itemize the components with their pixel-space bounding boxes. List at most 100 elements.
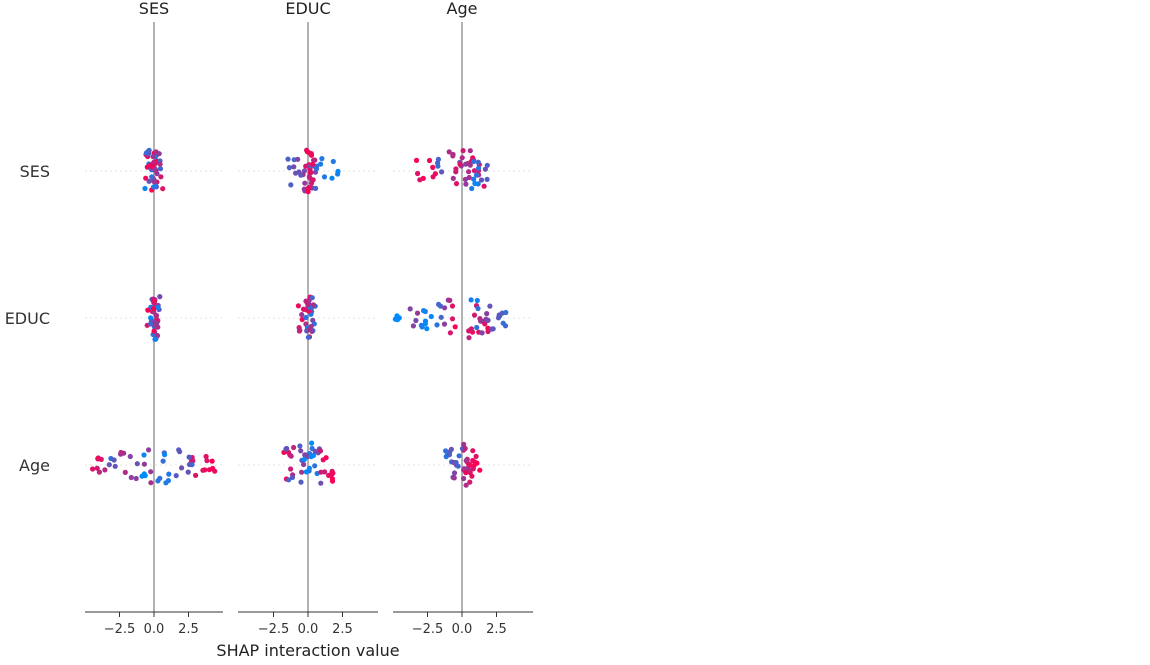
- x-tick-label-age-0: −2.5: [412, 622, 444, 637]
- dot-age-ses-13-3: [95, 456, 100, 461]
- dot-educ-age-1-3: [429, 314, 434, 319]
- dot-ses-age-1-3: [482, 184, 487, 189]
- dot-ses-educ-3-1: [322, 174, 327, 179]
- dot-educ-educ-8-2: [306, 335, 311, 340]
- dot-age-ses-10-0: [148, 469, 153, 474]
- dot-age-ses-4-1: [161, 459, 166, 464]
- dot-age-educ-11-1: [304, 469, 309, 474]
- dot-age-ses-10-3: [142, 462, 147, 467]
- dot-educ-age-10-3: [442, 322, 447, 327]
- dot-age-ses-1-1: [112, 457, 117, 462]
- dot-ses-educ-9-2: [311, 177, 316, 182]
- dot-ses-ses-11-3: [158, 162, 163, 167]
- dot-ses-ses-10-3: [151, 154, 156, 159]
- dot-age-ses-10-1: [146, 447, 151, 452]
- dot-ses-ses-5-3: [147, 179, 152, 184]
- dot-age-ses-7-1: [210, 459, 215, 464]
- dot-age-educ-4-1: [318, 481, 323, 486]
- dot-age-educ-2-0: [298, 480, 303, 485]
- dot-educ-age-13-2: [424, 326, 429, 331]
- dot-ses-age-10-3: [453, 169, 458, 174]
- dot-age-age-10-2: [463, 470, 468, 475]
- dot-ses-age-9-0: [463, 182, 468, 187]
- dot-age-ses-12-3: [202, 467, 207, 472]
- dot-educ-age-12-3: [474, 325, 479, 330]
- dot-educ-age-11-0: [484, 311, 489, 316]
- dot-age-ses-0-0: [102, 467, 107, 472]
- dot-educ-age-2-0: [434, 322, 439, 327]
- dot-educ-age-3-3: [450, 303, 455, 308]
- dot-ses-age-12-3: [468, 148, 473, 153]
- dot-educ-age-14-1: [489, 327, 494, 332]
- dot-age-ses-13-0: [90, 466, 95, 471]
- dot-age-ses-14-2: [166, 472, 171, 477]
- dot-ses-educ-4-2: [329, 176, 334, 181]
- dot-ses-educ-3-3: [318, 162, 323, 167]
- dot-educ-educ-7-3: [309, 329, 314, 334]
- dot-educ-ses-10-0: [151, 306, 156, 311]
- dot-age-age-1-3: [452, 475, 457, 480]
- dot-educ-ses-7-2: [154, 317, 159, 322]
- dot-ses-ses-3-2: [142, 186, 147, 191]
- dot-educ-age-8-2: [469, 326, 474, 331]
- x-tick-label-ses-0: −2.5: [104, 622, 136, 637]
- dot-age-age-5-0: [464, 458, 469, 463]
- dot-age-ses-13-1: [95, 466, 100, 471]
- dot-ses-ses-6-2: [158, 174, 163, 179]
- x-tick-label-ses-2: 2.5: [178, 622, 199, 637]
- dot-age-ses-2-3: [129, 475, 134, 480]
- dot-ses-age-3-3: [427, 158, 432, 163]
- dot-ses-educ-3-2: [319, 156, 324, 161]
- dot-educ-age-10-0: [442, 305, 447, 310]
- dot-age-educ-6-3: [330, 471, 335, 476]
- dot-age-ses-1-3: [107, 462, 112, 467]
- dot-age-educ-11-2: [309, 454, 314, 459]
- dot-educ-age-11-2: [478, 319, 483, 324]
- dot-ses-ses-11-2: [152, 179, 157, 184]
- x-tick-label-educ-2: 2.5: [332, 622, 353, 637]
- dot-age-age-6-2: [457, 453, 462, 458]
- dot-educ-educ-9-2: [301, 307, 306, 312]
- dot-age-ses-2-0: [135, 461, 140, 466]
- dot-ses-age-4-2: [435, 164, 440, 169]
- dot-age-age-7-0: [474, 461, 479, 466]
- dot-age-ses-14-0: [162, 452, 167, 457]
- dot-ses-age-2-3: [415, 171, 420, 176]
- dot-age-ses-10-2: [148, 480, 153, 485]
- dot-educ-age-14-2: [487, 304, 492, 309]
- dot-age-ses-11-3: [187, 462, 192, 467]
- dot-ses-ses-12-0: [149, 174, 154, 179]
- dot-age-educ-1-1: [291, 445, 296, 450]
- dot-age-educ-11-3: [302, 457, 307, 462]
- dot-age-age-4-0: [477, 468, 482, 473]
- column-title-age: Age: [447, 0, 478, 18]
- dot-age-ses-5-2: [177, 449, 182, 454]
- dot-educ-ses-3-0: [157, 294, 162, 299]
- dot-educ-age-13-3: [423, 321, 428, 326]
- dot-ses-age-12-0: [461, 148, 466, 153]
- dot-ses-educ-12-0: [310, 162, 315, 167]
- dot-educ-educ-3-1: [299, 312, 304, 317]
- dot-age-age-10-3: [467, 462, 472, 467]
- dot-ses-age-6-3: [476, 166, 481, 171]
- dot-educ-age-1-2: [421, 308, 426, 313]
- row-label-ses: SES: [20, 162, 50, 181]
- dot-educ-age-7-3: [500, 311, 505, 316]
- dot-ses-educ-10-3: [296, 169, 301, 174]
- dot-ses-ses-12-3: [146, 149, 151, 154]
- dot-ses-age-4-1: [439, 169, 444, 174]
- dot-age-ses-2-1: [134, 476, 139, 481]
- dot-ses-age-11-1: [471, 159, 476, 164]
- x-tick-label-ses-1: 0.0: [144, 622, 165, 637]
- column-title-ses: SES: [139, 0, 169, 18]
- dot-ses-educ-5-2: [285, 157, 290, 162]
- dot-age-age-6-1: [456, 464, 461, 469]
- dot-age-ses-6-1: [193, 473, 198, 478]
- dot-age-ses-12-2: [204, 458, 209, 463]
- dot-age-ses-3-0: [141, 452, 146, 457]
- dot-educ-age-3-0: [453, 324, 458, 329]
- dot-ses-age-12-1: [467, 175, 472, 180]
- dot-educ-ses-9-3: [155, 305, 160, 310]
- dot-age-ses-4-3: [155, 478, 160, 483]
- dot-age-educ-3-0: [312, 463, 317, 468]
